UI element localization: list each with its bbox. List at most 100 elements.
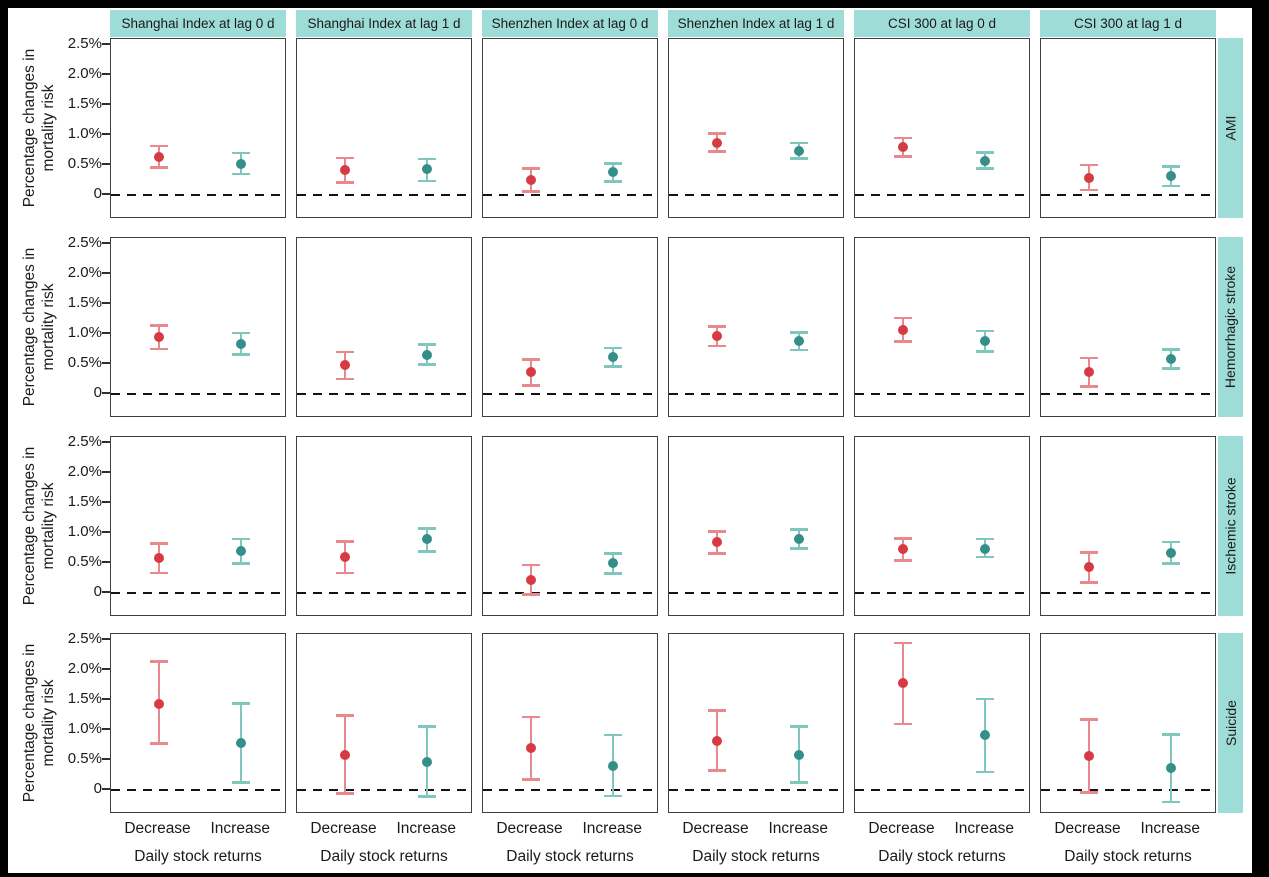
y-tick-label: 2.5% (67, 234, 102, 251)
y-tick-label: 0.5% (67, 553, 102, 570)
error-bar-cap-top (1079, 718, 1098, 721)
data-point (236, 158, 247, 169)
error-bar-cap-top (707, 530, 726, 533)
data-point (236, 738, 247, 749)
error-bar-cap-top (521, 167, 540, 170)
error-bar-cap-bottom (893, 340, 912, 343)
error-bar-cap-bottom (1079, 188, 1098, 192)
zero-reference-line (111, 788, 285, 791)
data-point (525, 366, 536, 377)
y-tick-mark (102, 332, 110, 334)
x-tick-label: Increase (210, 820, 270, 837)
error-bar-cap-top (418, 157, 437, 161)
data-point (1166, 354, 1177, 365)
error-bar-cap-bottom (521, 593, 540, 596)
error-bar-cap-bottom (1079, 791, 1098, 794)
data-point (794, 534, 805, 544)
data-point (1083, 366, 1094, 377)
error-bar-cap-top (976, 151, 995, 154)
x-axis-title: Daily stock returns (1064, 848, 1192, 865)
y-axis-title: Percentage changes in mortality risk (20, 436, 58, 616)
error-bar-cap-top (707, 132, 726, 135)
data-point (608, 761, 619, 771)
facet-panel (482, 436, 658, 616)
y-axis-title-line: mortality risk (40, 84, 57, 172)
error-bar-cap-top (893, 136, 912, 140)
error-bar-cap-bottom (521, 189, 540, 193)
facet-row-label: Hemorrhagic stroke (1222, 265, 1239, 389)
error-bar-cap-top (232, 151, 251, 155)
facet-row-strip: Suicide (1218, 633, 1243, 813)
error-bar-cap-top (149, 660, 168, 663)
data-point (711, 537, 722, 547)
y-tick-label: 1.0% (67, 523, 102, 540)
y-tick-mark (102, 272, 110, 274)
y-tick-label: 2.5% (67, 433, 102, 450)
data-point (1083, 751, 1094, 762)
y-tick-label: 2.0% (67, 660, 102, 677)
error-bar-cap-bottom (149, 347, 168, 351)
facet-panel (668, 237, 844, 417)
y-tick-label: 2.0% (67, 264, 102, 281)
error-bar-cap-bottom (418, 363, 437, 366)
y-tick-label: 0.5% (67, 750, 102, 767)
error-bar-cap-bottom (1162, 800, 1181, 804)
data-point (711, 735, 722, 746)
facet-column-header: Shanghai Index at lag 1 d (296, 10, 472, 37)
data-point (980, 336, 991, 347)
error-bar-cap-bottom (1162, 367, 1181, 370)
error-bar-cap-top (232, 702, 251, 705)
data-point (422, 534, 433, 544)
error-bar-cap-top (232, 537, 251, 541)
y-axis-title-line: mortality risk (40, 482, 57, 570)
zero-reference-line (1041, 591, 1215, 594)
zero-reference-line (855, 193, 1029, 196)
facet-column-header: CSI 300 at lag 1 d (1040, 10, 1216, 37)
error-bar-cap-bottom (790, 157, 809, 160)
x-axis-title: Daily stock returns (692, 848, 820, 865)
error-bar-cap-top (418, 725, 437, 728)
error-bar-cap-bottom (893, 155, 912, 158)
error-bar-cap-bottom (707, 769, 726, 772)
x-tick-label: Increase (1140, 820, 1200, 837)
x-tick-label: Decrease (1054, 820, 1121, 837)
data-point (711, 330, 722, 341)
y-tick-mark (102, 73, 110, 75)
facet-panel (110, 237, 286, 417)
x-axis-title: Daily stock returns (878, 848, 1006, 865)
data-point (980, 729, 991, 740)
y-tick-mark (102, 758, 110, 760)
data-point (794, 750, 805, 761)
data-point (897, 544, 908, 555)
y-tick-mark (102, 668, 110, 670)
data-point (1166, 547, 1177, 558)
data-point (236, 338, 247, 349)
y-tick-label: 0 (93, 583, 102, 600)
error-bar-cap-top (604, 733, 623, 737)
error-bar-cap-top (1079, 163, 1098, 167)
x-tick-label: Decrease (124, 820, 191, 837)
data-point (339, 164, 350, 175)
data-point (339, 552, 350, 562)
zero-reference-line (297, 591, 471, 594)
error-bar-cap-top (1079, 551, 1098, 554)
error-bar-cap-bottom (1079, 385, 1098, 388)
error-bar-cap-bottom (976, 555, 995, 559)
facet-row-strip: AMI (1218, 38, 1243, 218)
error-bar-cap-bottom (335, 181, 354, 184)
y-tick-mark (102, 531, 110, 533)
error-bar-cap-top (1079, 356, 1098, 360)
error-bar-cap-top (604, 162, 623, 165)
data-point (422, 756, 433, 767)
y-tick-mark (102, 638, 110, 640)
y-tick-label: 2.5% (67, 630, 102, 647)
x-axis-title: Daily stock returns (320, 848, 448, 865)
y-tick-label: 1.5% (67, 493, 102, 510)
y-axis-title-line: Percentage changes in (21, 446, 38, 606)
error-bar-cap-top (1162, 165, 1181, 168)
data-point (1083, 172, 1094, 183)
facet-panel (854, 237, 1030, 417)
zero-reference-line (1041, 788, 1215, 791)
x-tick-label: Increase (582, 820, 642, 837)
zero-reference-line (669, 392, 843, 395)
